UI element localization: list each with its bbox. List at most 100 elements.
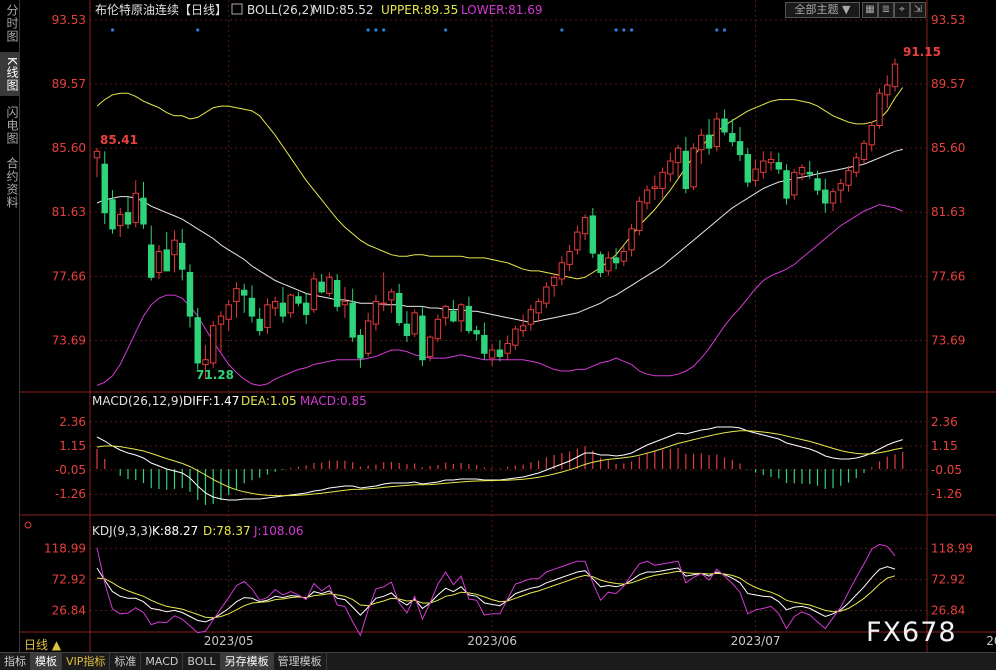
candle-body [752,168,759,181]
signal-dot [715,28,719,32]
grid-icon[interactable]: ▦ [862,2,878,18]
boll-lower-value: LOWER:81.69 [461,3,543,17]
candle-body [326,276,333,294]
macd-dea-line [96,430,903,497]
tab-vip-indicators[interactable]: VIP指标 [62,653,111,670]
price-tick-label-left: 89.57 [52,77,86,91]
candle-body [488,349,496,359]
candle-body [512,328,519,346]
macd-tick-label-left: 1.15 [59,439,86,453]
kdj-d-value: D:78.37 [203,524,251,538]
candle-body [481,334,488,354]
date-tick-label: 2023/06 [467,634,517,648]
boll-indicator-label: BOLL(26,2) [247,3,314,17]
kdj-settings-icon[interactable] [24,521,32,529]
sidebar-tab-kline[interactable]: K线图 [0,52,19,96]
candle-body [705,134,713,149]
export-icon[interactable]: ⇲ [910,2,926,18]
price-tick-label-right: 81.63 [931,205,965,219]
candle-body [891,63,899,88]
candle-body [605,257,612,272]
candle-body [806,171,813,175]
kdj-j-line [96,543,896,637]
period-label: 日线 [24,638,49,652]
kdj-j-value: J:108.06 [253,524,304,538]
candle-body [566,250,573,265]
tab-save-template[interactable]: 另存模板 [220,653,274,670]
boll-toggle-icon[interactable] [231,3,243,15]
boll-mid-value: MID:85.52 [312,3,374,17]
candle-body [403,323,411,336]
macd-tick-label-left: -1.26 [55,487,86,501]
tab-templates[interactable]: 模板 [31,653,62,670]
macd-value: MACD:0.85 [300,394,367,408]
pin-icon[interactable]: ⌖ [894,2,910,18]
signal-dot [722,28,727,32]
tab-macd[interactable]: MACD [141,653,184,670]
price-tick-label-left: 77.66 [52,269,86,283]
sidebar-tab-timeshare[interactable]: 分时图 [5,3,19,43]
macd-layer [96,426,904,505]
kdj-tick-label-right: 26.84 [931,604,965,618]
boll-upper-line [96,87,904,280]
candle-body [279,302,287,317]
candle-body [364,320,372,354]
candle-body [271,301,279,309]
sidebar-tab-flash[interactable]: 闪电图 [5,105,19,145]
price-tick-label-right: 77.66 [931,269,965,283]
sidebar-tab-contract-info[interactable]: 合约资料 [5,157,19,209]
tab-boll[interactable]: BOLL [183,653,221,670]
candle-body [302,302,310,315]
chevron-down-icon: ▼ [842,3,851,16]
candle-body [194,317,201,364]
candle-body [853,157,860,173]
macd-diff-value: DIFF:1.47 [183,394,239,408]
candle-body [643,189,651,204]
candle-body [132,192,139,223]
kdj-indicator-label: KDJ(9,3,3) [92,524,153,538]
candle-body [341,301,349,306]
macd-tick-label-right: 2.36 [931,415,958,429]
theme-dropdown[interactable]: 全部主题 ▼ [785,2,860,18]
candle-body [729,133,736,143]
candle-body [845,170,852,186]
candle-body [349,302,356,338]
period-selector[interactable]: 日线 ▲ [24,636,61,653]
price-tick-label-left: 81.63 [52,205,86,219]
candle-body [558,262,566,280]
price-tick-label-right: 85.60 [931,141,965,155]
list-icon[interactable]: ≣ [878,2,894,18]
candle-body [171,239,178,256]
grid-layer [20,0,996,652]
candle-body [682,150,690,189]
candle-body [310,278,318,311]
candle-body [651,186,659,189]
candle-body [450,310,457,322]
candle-body [419,315,426,361]
signal-dot [629,28,634,32]
candle-body [426,336,434,357]
tab-indicators[interactable]: 指标 [0,653,31,670]
candle-body [837,183,844,191]
candle-body [411,312,418,335]
candle-body [574,231,581,251]
signal-dot [614,28,618,32]
tab-manage-templates[interactable]: 管理模板 [274,653,327,670]
high-price-marker: 91.15 [903,45,941,59]
tab-standard[interactable]: 标准 [110,653,142,670]
candle-body [860,142,868,160]
fx678-watermark: FX678 [866,617,957,648]
signal-dot [110,28,115,32]
price-tick-label-right: 89.57 [931,77,965,91]
macd-tick-label-left: -0.05 [55,463,86,477]
candle-body [256,318,263,332]
candle-body [395,292,403,324]
candle-body [457,304,465,322]
candle-body [295,296,302,304]
candle-body [318,281,325,293]
macd-diff-line [96,426,903,501]
date-tick-label: 2023/07 [731,634,781,648]
candle-body [597,254,604,273]
macd-indicator-label: MACD(26,12,9) [92,394,183,408]
